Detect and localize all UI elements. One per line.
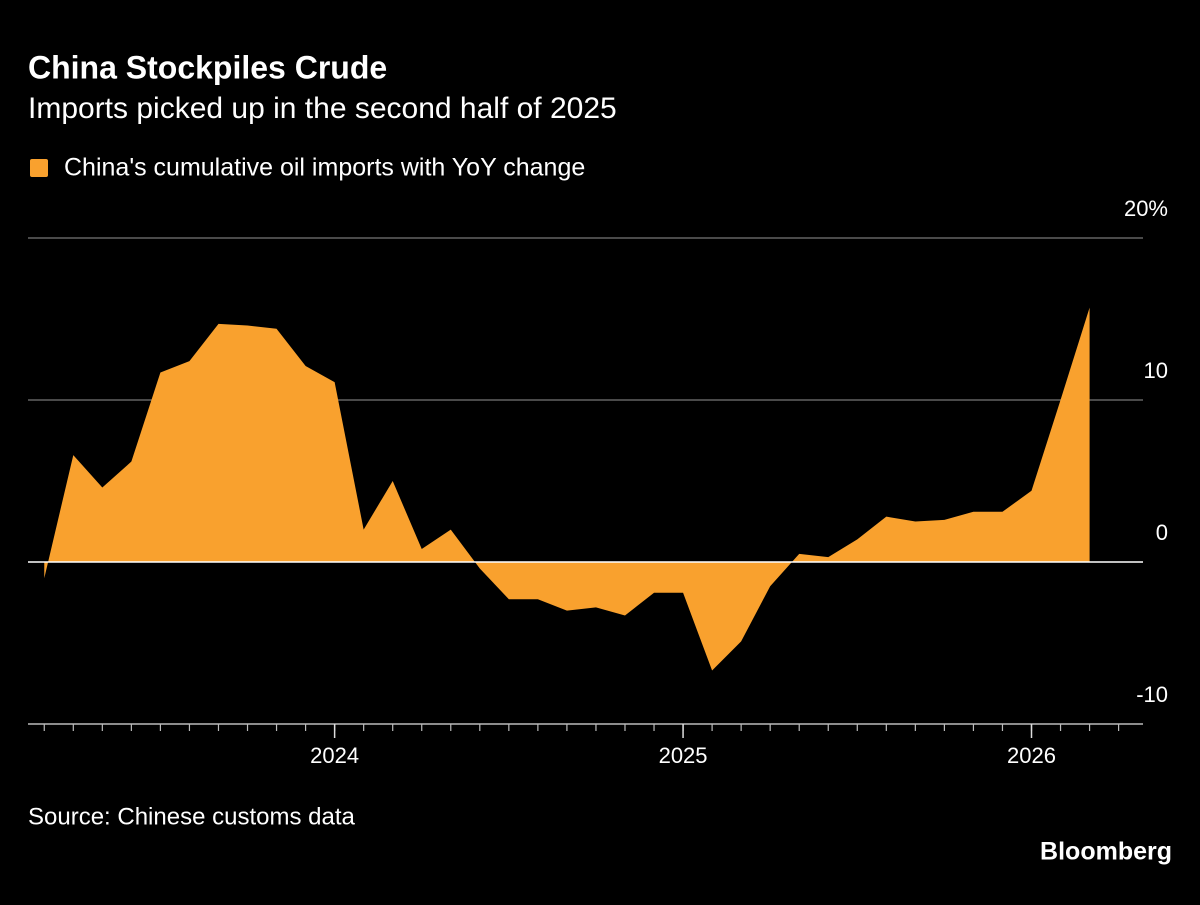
y-tick-label: -10 [1136,682,1168,707]
x-tick-label: 2025 [659,743,708,768]
legend-swatch [30,159,48,177]
area [44,307,1090,671]
source-note: Source: Chinese customs data [28,803,355,830]
legend-label: China's cumulative oil imports with YoY … [64,154,585,182]
chart-title: China Stockpiles Crude [28,49,387,85]
y-tick-label: 0 [1156,520,1168,545]
y-tick-label: 10 [1144,358,1168,383]
x-tick-label: 2026 [1007,743,1056,768]
x-tick-label: 2024 [310,743,359,768]
brand: Bloomberg [1040,838,1172,866]
chart-subtitle: Imports picked up in the second half of … [28,92,617,125]
y-tick-label: 20% [1124,196,1168,221]
